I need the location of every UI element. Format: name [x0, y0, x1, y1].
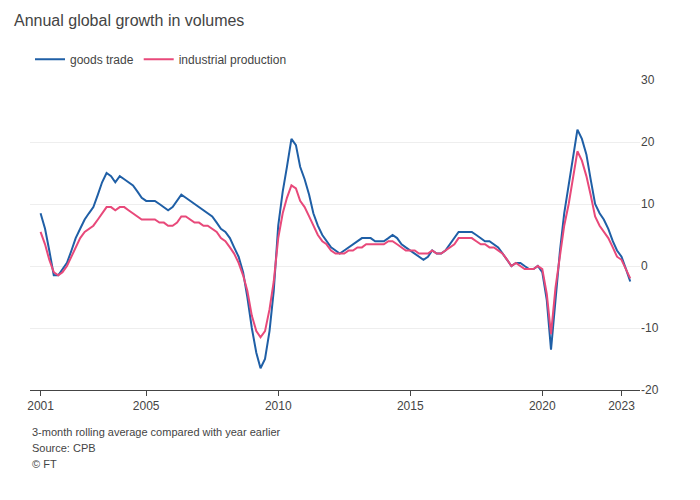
svg-text:2001: 2001	[27, 399, 54, 413]
svg-text:2015: 2015	[397, 399, 424, 413]
svg-text:30: 30	[641, 73, 655, 87]
svg-text:2010: 2010	[265, 399, 292, 413]
svg-text:-10: -10	[641, 321, 659, 335]
svg-text:10: 10	[641, 197, 655, 211]
svg-text:Annual global growth in volume: Annual global growth in volumes	[14, 12, 244, 29]
svg-text:industrial production: industrial production	[179, 53, 286, 67]
svg-text:2023: 2023	[608, 399, 635, 413]
svg-text:20: 20	[641, 135, 655, 149]
svg-text:3-month rolling average compar: 3-month rolling average compared with ye…	[32, 426, 281, 438]
svg-text:2005: 2005	[133, 399, 160, 413]
svg-text:Source: CPB: Source: CPB	[32, 442, 96, 454]
svg-text:goods trade: goods trade	[70, 53, 134, 67]
svg-text:-20: -20	[641, 383, 659, 397]
svg-text:0: 0	[641, 259, 648, 273]
svg-text:2020: 2020	[529, 399, 556, 413]
svg-text:© FT: © FT	[32, 458, 57, 470]
